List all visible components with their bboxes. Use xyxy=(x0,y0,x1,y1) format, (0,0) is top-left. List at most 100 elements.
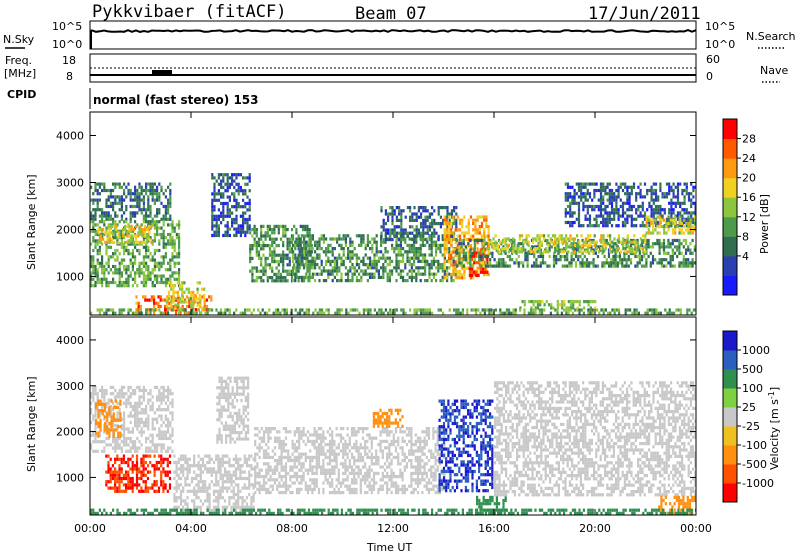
heatmap-cell xyxy=(320,237,323,241)
heatmap-cell xyxy=(658,238,661,243)
heatmap-cell xyxy=(142,261,145,265)
heatmap-cell xyxy=(566,185,570,189)
heatmap-cell xyxy=(94,208,97,212)
heatmap-cell xyxy=(220,179,223,183)
heatmap-cell xyxy=(415,228,418,232)
heatmap-cell xyxy=(428,238,431,242)
heatmap-cell xyxy=(309,253,312,257)
heatmap-cell xyxy=(260,228,263,232)
heatmap-cell xyxy=(120,271,123,275)
heatmap-cell xyxy=(408,275,411,279)
heatmap-cell xyxy=(110,421,113,426)
heatmap-cell xyxy=(156,229,159,233)
heatmap-cell xyxy=(318,308,321,312)
heatmap-cell xyxy=(108,234,111,238)
heatmap-cell xyxy=(160,185,163,189)
heatmap-cell xyxy=(303,266,306,270)
heatmap-cell xyxy=(580,188,583,193)
heatmap-cell xyxy=(667,261,670,265)
heatmap-cell xyxy=(215,214,218,218)
heatmap-cell xyxy=(109,201,112,205)
heatmap-cell xyxy=(156,208,159,212)
heatmap-cell xyxy=(134,408,137,412)
heatmap-cell xyxy=(409,218,412,222)
heatmap-cell xyxy=(455,212,458,216)
heatmap-cell xyxy=(257,256,261,260)
heatmap-cell xyxy=(271,269,274,273)
heatmap-cell xyxy=(450,279,453,283)
heatmap-cell xyxy=(455,218,458,222)
heatmap-cell xyxy=(170,300,173,304)
heatmap-cell xyxy=(469,276,473,280)
heatmap-cell xyxy=(191,311,194,315)
heatmap-cell xyxy=(628,192,631,196)
heatmap-cell xyxy=(171,404,174,409)
heatmap-cell xyxy=(404,250,407,254)
heatmap-cell xyxy=(142,271,145,275)
heatmap-cell xyxy=(253,279,256,283)
heatmap-cell xyxy=(138,192,141,196)
heatmap-cell xyxy=(689,251,692,255)
heatmap-cell xyxy=(97,431,100,435)
heatmap-cell xyxy=(255,247,258,251)
heatmap-cell xyxy=(430,234,433,238)
heatmap-cell xyxy=(307,279,310,283)
heatmap-cell xyxy=(552,258,556,262)
heatmap-cell xyxy=(344,237,347,241)
heatmap-cell xyxy=(596,254,600,259)
heatmap-cell xyxy=(621,208,625,212)
heatmap-cell xyxy=(502,258,505,262)
heatmap-cell xyxy=(586,217,589,221)
heatmap-cell xyxy=(151,408,154,412)
heatmap-cell xyxy=(120,424,123,428)
heatmap-cell xyxy=(264,234,267,238)
heatmap-cell xyxy=(554,243,557,247)
heatmap-cell xyxy=(676,195,680,199)
heatmap-cell xyxy=(365,308,368,312)
heatmap-cell xyxy=(110,240,113,244)
heatmap-cell xyxy=(138,424,141,428)
heatmap-cell xyxy=(131,277,134,281)
heatmap-cell xyxy=(406,272,409,276)
heatmap-cell xyxy=(608,188,611,193)
heatmap-cell xyxy=(129,242,132,246)
heatmap-cell xyxy=(454,260,457,264)
heatmap-cell xyxy=(599,201,603,205)
heatmap-cell xyxy=(474,218,477,222)
heatmap-cell xyxy=(92,261,95,265)
heatmap-cell xyxy=(219,311,222,315)
heatmap-cell xyxy=(632,185,636,189)
heatmap-cell xyxy=(116,427,119,431)
heatmap-cell xyxy=(375,234,378,238)
heatmap-cell xyxy=(131,311,134,315)
heatmap-cell xyxy=(134,420,137,425)
heatmap-cell xyxy=(540,234,543,238)
heatmap-cell xyxy=(125,271,128,275)
heatmap-cell xyxy=(96,277,99,281)
heatmap-cell xyxy=(398,206,401,210)
heatmap-cell xyxy=(693,248,696,252)
heatmap-cell xyxy=(683,188,686,193)
heatmap-cell xyxy=(118,268,121,272)
heatmap-cell xyxy=(445,273,448,277)
heatmap-cell xyxy=(92,214,95,218)
heatmap-cell xyxy=(142,385,145,389)
heatmap-cell xyxy=(521,300,524,304)
heatmap-cell xyxy=(676,211,680,215)
heatmap-cell xyxy=(116,268,119,272)
heatmap-cell xyxy=(248,227,251,231)
heatmap-cell xyxy=(395,225,398,229)
heatmap-cell xyxy=(556,237,559,241)
heatmap-cell xyxy=(560,240,563,244)
heatmap-cell xyxy=(679,182,682,186)
heatmap-cell xyxy=(406,234,409,238)
heatmap-cell xyxy=(617,247,620,251)
heatmap-cell xyxy=(314,250,317,254)
heatmap-cell xyxy=(331,253,334,257)
heatmap-cell xyxy=(114,268,117,272)
heatmap-cell xyxy=(178,300,182,304)
heatmap-cell xyxy=(645,258,648,262)
heatmap-cell xyxy=(215,230,218,234)
heatmap-cell xyxy=(213,195,216,199)
heatmap-cell xyxy=(393,266,396,270)
